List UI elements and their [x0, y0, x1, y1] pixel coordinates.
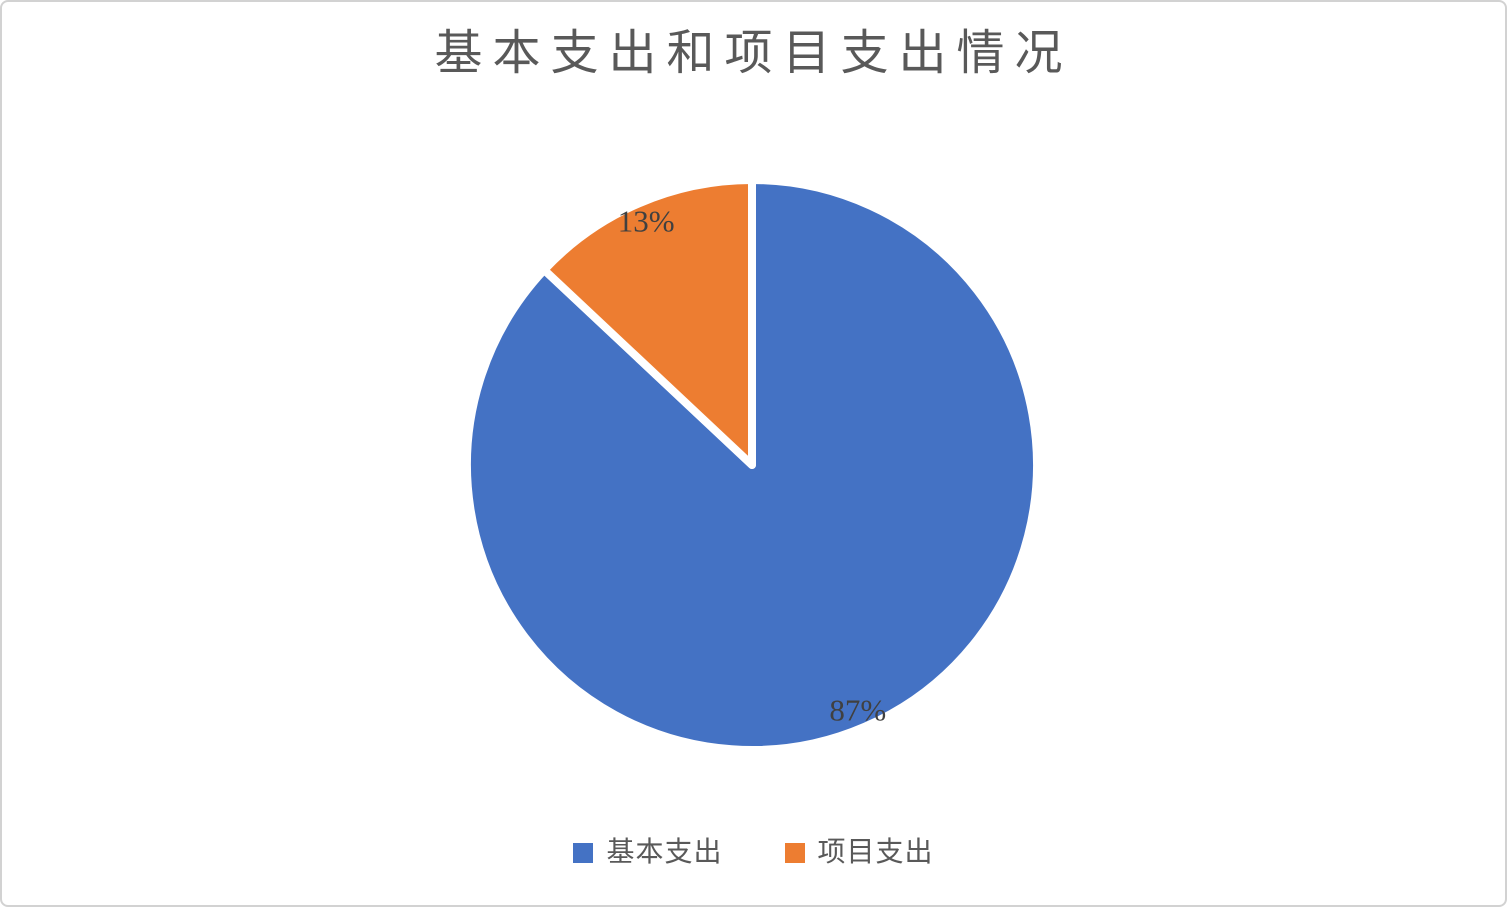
legend-item-basic-expenditure[interactable]: 基本支出	[573, 839, 722, 867]
legend-swatch-basic-expenditure-icon	[573, 843, 594, 863]
chart-legend: 基本支出 项目支出	[2, 834, 1505, 872]
legend-swatch-project-expenditure-icon	[784, 843, 805, 863]
pie-slice-1[interactable]	[540, 176, 756, 469]
legend-item-project-expenditure[interactable]: 项目支出	[784, 837, 934, 868]
data-label-1: 13%	[618, 203, 675, 238]
chart-title: 基本支出和项目支出情况	[434, 27, 1073, 80]
legend-label-basic-expenditure: 基本支出	[606, 837, 723, 868]
data-label-0: 87%	[829, 693, 886, 728]
legend-label-project-expenditure: 项目支出	[817, 837, 934, 868]
